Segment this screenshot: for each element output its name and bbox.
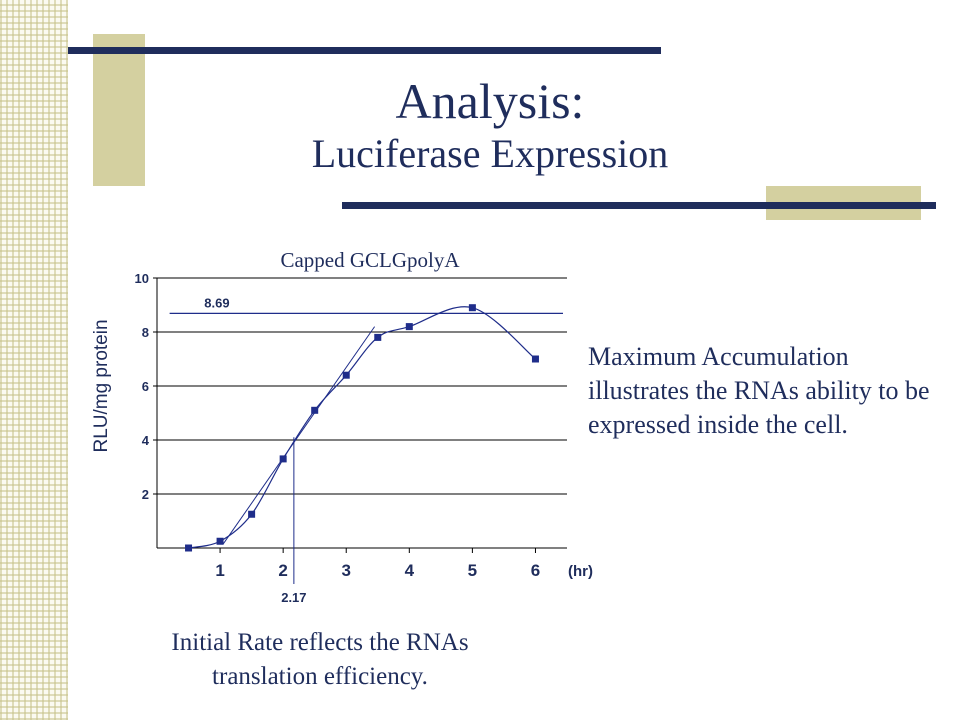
x-tick-label: 6: [531, 561, 540, 580]
y-tick-label: 8: [142, 325, 149, 340]
data-point: [531, 355, 539, 363]
data-point: [216, 537, 224, 545]
y-tick-label: 6: [142, 379, 149, 394]
max-accumulation-text: Maximum Accumulation illustrates the RNA…: [588, 342, 930, 439]
x-tick-label: 1: [215, 561, 224, 580]
max-value-label: 8.69: [204, 295, 229, 310]
decorative-stripe: [0, 0, 68, 720]
chart-title: Capped GCLGpolyA: [280, 248, 460, 272]
y-tick-label: 4: [142, 433, 150, 448]
slide-subtitle: Luciferase Expression: [311, 131, 669, 176]
deco-block-top: [93, 34, 145, 186]
data-point: [248, 510, 256, 518]
initial-rate-label: 2.17: [281, 590, 306, 605]
data-point: [374, 333, 382, 341]
data-point: [468, 304, 476, 312]
fit-curve: [188, 306, 536, 549]
x-tick-label: 5: [468, 561, 477, 580]
y-tick-label: 10: [135, 271, 149, 286]
data-point: [279, 455, 287, 463]
deco-line-right: [342, 202, 936, 209]
data-point: [405, 323, 413, 331]
x-tick-label: 3: [341, 561, 350, 580]
x-tick-label: 4: [405, 561, 415, 580]
x-tick-label: 2: [278, 561, 287, 580]
tangent-line: [222, 326, 376, 545]
data-point: [185, 544, 193, 552]
x-axis-label: (hr): [568, 563, 593, 580]
data-point: [342, 371, 350, 379]
data-point: [311, 406, 319, 414]
deco-line-top: [68, 47, 661, 54]
initial-rate-text: Initial Rate reflects the RNAs translati…: [171, 629, 469, 690]
y-tick-label: 2: [142, 487, 149, 502]
slide-title: Analysis:: [395, 73, 585, 129]
